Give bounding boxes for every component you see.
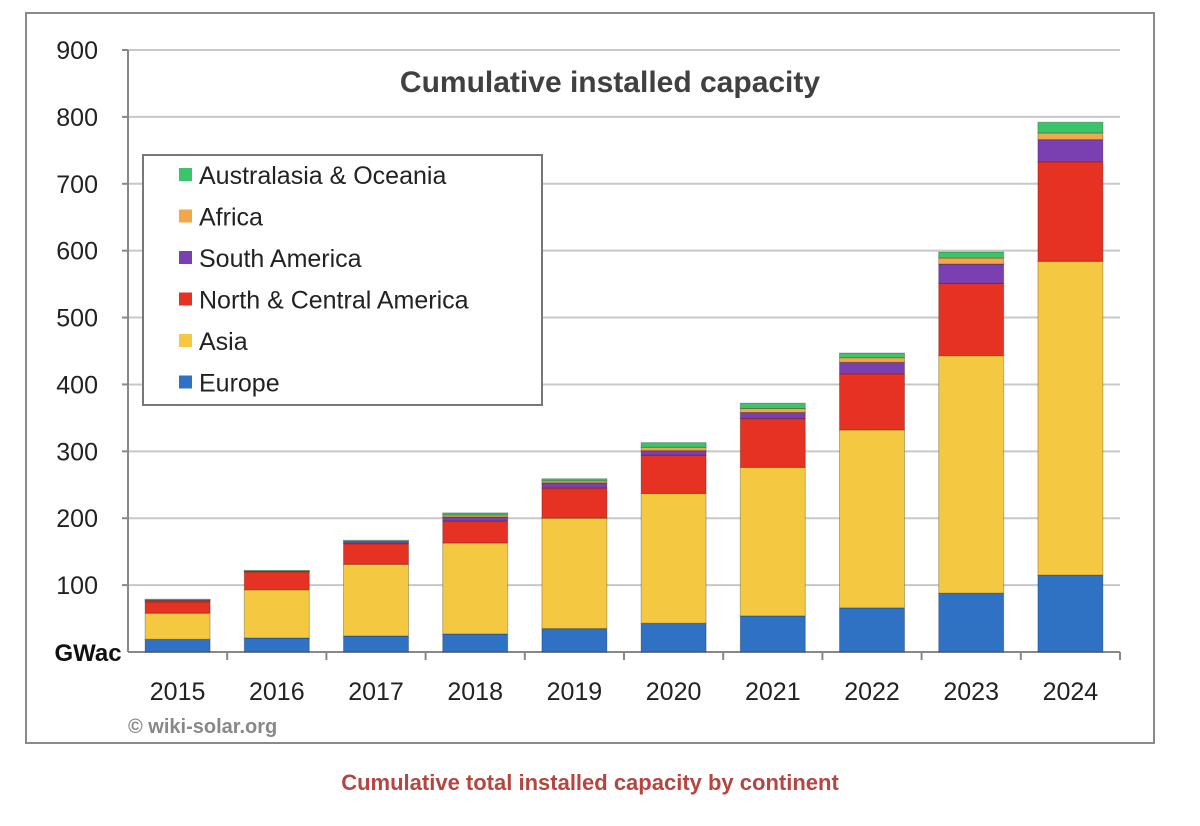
- bar-segment-europe: [243, 637, 310, 653]
- bar-segment-australasia-oceania: [640, 442, 707, 448]
- x-tick-label: 2015: [150, 678, 206, 706]
- y-tick-label: 100: [56, 572, 98, 600]
- legend-swatch: [179, 168, 192, 181]
- y-tick-label: 400: [56, 371, 98, 399]
- bar-segment-north-central-america: [343, 543, 409, 565]
- bar-segment-europe: [343, 635, 409, 653]
- chart-title: Cumulative installed capacity: [400, 66, 820, 99]
- bar-segment-south-america: [739, 412, 806, 420]
- legend-swatch: [179, 251, 192, 264]
- bar-segment-asia: [541, 517, 608, 630]
- x-tick-label: 2018: [447, 678, 503, 706]
- y-tick-label: 300: [56, 438, 98, 466]
- bar-segment-australasia-oceania: [343, 539, 409, 542]
- bar-segment-europe: [1037, 574, 1104, 653]
- bar-segment-south-america: [839, 361, 905, 375]
- legend-swatch: [179, 375, 192, 389]
- bar-segment-north-central-america: [739, 418, 806, 468]
- bar-segment-australasia-oceania: [442, 512, 509, 516]
- legend-swatch: [179, 209, 192, 223]
- bar-segment-asia: [442, 542, 509, 635]
- bar-segment-asia: [739, 466, 806, 617]
- y-tick-label: 500: [56, 305, 98, 333]
- bar-segment-asia: [938, 355, 1005, 594]
- bar-segment-north-central-america: [640, 454, 707, 494]
- bar-segment-africa: [739, 408, 806, 414]
- x-tick-label: 2020: [646, 678, 702, 706]
- bar-segment-africa: [938, 257, 1005, 265]
- legend-box: [142, 154, 543, 406]
- y-tick-label: 600: [56, 238, 98, 266]
- bar-segment-north-central-america: [243, 571, 310, 591]
- bar-segment-africa: [640, 446, 707, 452]
- legend-label: Europe: [199, 370, 280, 398]
- y-tick-label: 800: [56, 104, 98, 132]
- x-tick-label: 2017: [348, 678, 404, 706]
- bar-segment-asia: [640, 492, 707, 624]
- bar-segment-europe: [144, 638, 211, 653]
- x-tick-label: 2023: [943, 678, 999, 706]
- bar-segment-australasia-oceania: [938, 251, 1005, 259]
- bar-segment-south-america: [1037, 139, 1104, 163]
- bar-segment-asia: [343, 563, 409, 637]
- bar-segment-africa: [839, 357, 905, 363]
- bar-segment-australasia-oceania: [1037, 121, 1104, 134]
- bar-segment-north-central-america: [839, 373, 905, 431]
- bar-segment-europe: [938, 592, 1005, 653]
- bar-segment-north-central-america: [938, 282, 1005, 357]
- x-tick-label: 2024: [1043, 678, 1099, 706]
- watermark: © wiki-solar.org: [128, 716, 277, 738]
- bar-segment-australasia-oceania: [541, 478, 608, 482]
- legend-label: South America: [199, 245, 362, 273]
- bar-segment-europe: [640, 622, 707, 653]
- y-tick-label: 200: [56, 505, 98, 533]
- y-tick-label: 900: [56, 37, 98, 65]
- bar-segment-europe: [541, 628, 608, 653]
- bar-segment-asia: [1037, 260, 1104, 576]
- bar-segment-australasia-oceania: [839, 352, 905, 359]
- y-tick-label: 700: [56, 171, 98, 199]
- figure-caption: Cumulative total installed capacity by c…: [341, 770, 839, 795]
- x-tick-label: 2016: [249, 678, 305, 706]
- bar-segment-south-america: [442, 516, 509, 522]
- legend-swatch: [179, 292, 192, 306]
- bar-segment-north-central-america: [541, 487, 608, 519]
- bar-segment-europe: [739, 615, 806, 653]
- legend-label: North & Central America: [199, 287, 469, 315]
- bar-segment-europe: [839, 607, 905, 653]
- bar-segment-north-central-america: [1037, 161, 1104, 262]
- bar-segment-south-america: [541, 482, 608, 489]
- bar-segment-australasia-oceania: [243, 569, 310, 572]
- x-tick-label: 2022: [844, 678, 900, 706]
- x-tick-label: 2021: [745, 678, 801, 706]
- y-axis-label: GWac: [54, 640, 121, 667]
- legend-label: Australasia & Oceania: [199, 162, 446, 190]
- bar-segment-south-america: [343, 541, 409, 545]
- bar-segment-africa: [442, 514, 509, 518]
- bar-segment-south-america: [938, 263, 1005, 284]
- legend-label: Africa: [199, 204, 263, 232]
- bar-segment-africa: [1037, 132, 1104, 141]
- bar-segment-south-america: [640, 450, 707, 456]
- bar-segment-north-central-america: [442, 520, 509, 544]
- bar-segment-europe: [442, 633, 509, 653]
- x-tick-label: 2019: [547, 678, 603, 706]
- bar-segment-asia: [839, 429, 905, 609]
- bar-segment-australasia-oceania: [144, 598, 211, 601]
- bar-segment-australasia-oceania: [739, 402, 806, 410]
- bar-segment-asia: [144, 612, 211, 640]
- bar-segment-north-central-america: [144, 601, 211, 614]
- legend-label: Asia: [199, 328, 248, 356]
- legend-swatch: [179, 334, 192, 347]
- bar-segment-asia: [243, 589, 310, 639]
